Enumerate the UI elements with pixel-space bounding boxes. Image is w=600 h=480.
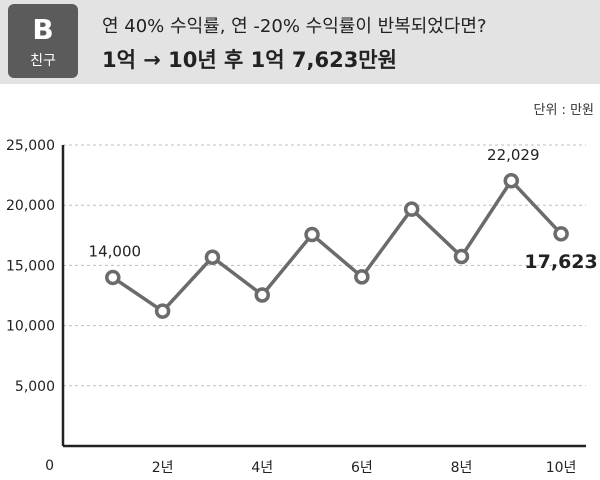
- x-tick-label: 2년: [152, 460, 174, 476]
- y-tick-label: 25,000: [6, 138, 55, 154]
- data-point: [157, 305, 169, 317]
- y-tick-label: 15,000: [6, 258, 55, 274]
- data-point: [455, 251, 467, 263]
- y-tick-label: 10,000: [6, 319, 55, 335]
- data-label: 22,029: [487, 146, 540, 164]
- data-point: [206, 251, 218, 263]
- data-point: [406, 203, 418, 215]
- data-point: [306, 229, 318, 241]
- data-point: [356, 271, 368, 283]
- data-label: 17,623: [524, 251, 597, 273]
- data-point: [256, 289, 268, 301]
- series-line: [113, 181, 561, 311]
- data-label: 14,000: [89, 242, 142, 260]
- data-point: [107, 271, 119, 283]
- data-point: [505, 175, 517, 187]
- x-tick-label: 6년: [351, 460, 373, 476]
- data-point: [555, 228, 567, 240]
- x-tick-label: 10년: [546, 460, 577, 476]
- y-tick-label: 5,000: [15, 379, 55, 395]
- x-tick-label: 8년: [451, 460, 473, 476]
- y-tick-label: 0: [45, 458, 54, 474]
- y-tick-label: 20,000: [6, 198, 55, 214]
- x-tick-label: 4년: [251, 460, 273, 476]
